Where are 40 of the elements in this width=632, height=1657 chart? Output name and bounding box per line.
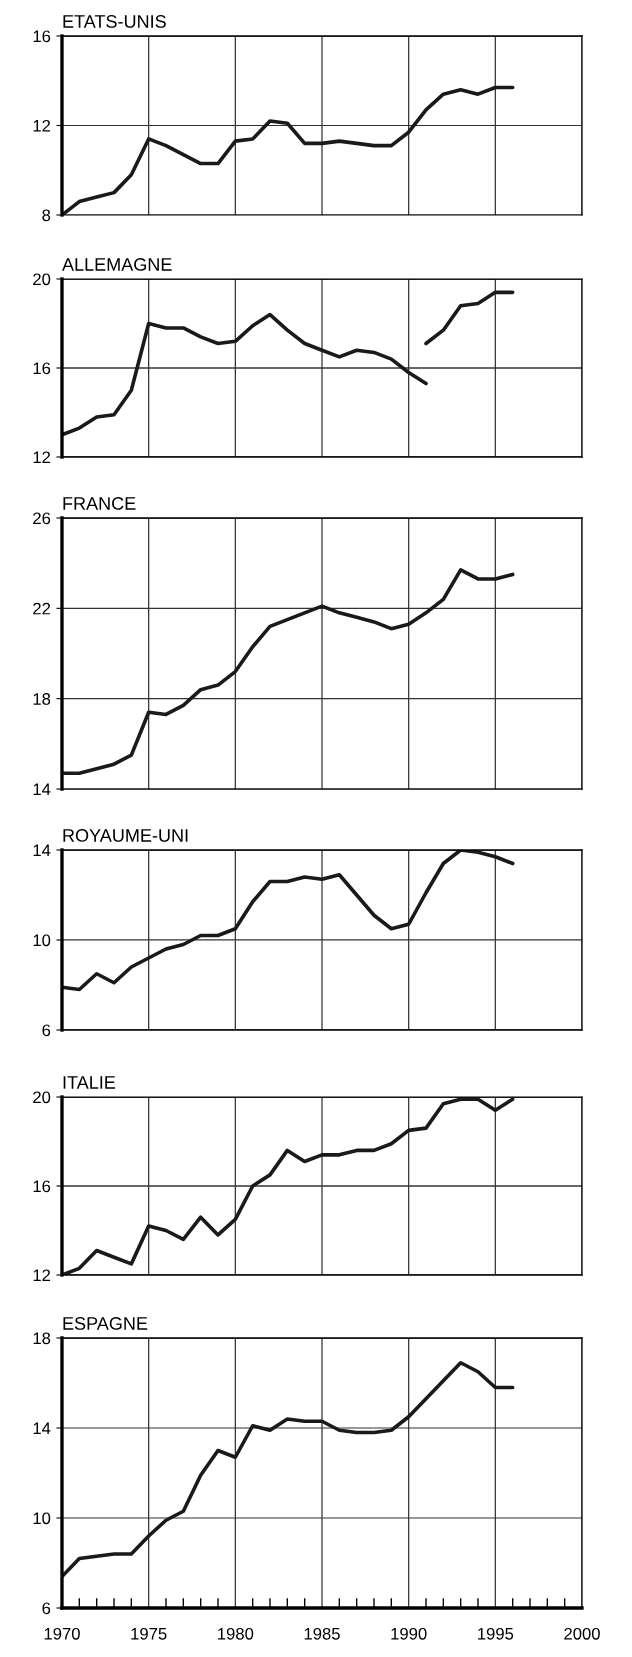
y-tick-label: 16 (33, 1180, 51, 1193)
chart-title: ALLEMAGNE (62, 258, 172, 271)
x-tick-label: 1985 (304, 1627, 340, 1640)
y-tick-label: 6 (42, 1602, 51, 1615)
y-tick-label: 6 (42, 1024, 51, 1037)
line-series (424, 290, 515, 346)
y-tick-label: 14 (33, 783, 51, 796)
line-series (62, 850, 515, 992)
x-tick-label: 1990 (391, 1627, 427, 1640)
y-tick-label: 22 (33, 602, 51, 615)
y-tick-label: 16 (33, 30, 51, 43)
line-series (62, 1097, 515, 1275)
y-tick-label: 20 (33, 273, 51, 286)
x-tick-label: 1970 (44, 1627, 80, 1640)
y-tick-label: 10 (33, 1512, 51, 1525)
y-tick-label: 14 (33, 844, 51, 857)
line-series (62, 85, 515, 215)
chart-title: FRANCE (63, 497, 136, 510)
chart-title: ITALIE (63, 1076, 116, 1089)
y-tick-label: 12 (33, 1269, 51, 1282)
line-series (62, 1360, 515, 1579)
chart-title: ETATS-UNIS (63, 15, 166, 28)
y-tick-label: 12 (33, 119, 51, 132)
y-tick-label: 20 (33, 1091, 51, 1104)
y-tick-label: 18 (33, 693, 51, 705)
line-series (62, 568, 515, 775)
x-tick-label: 2000 (564, 1627, 600, 1640)
y-tick-label: 14 (33, 1422, 51, 1435)
x-tick-label: 1980 (218, 1627, 254, 1640)
y-tick-label: 8 (42, 209, 51, 222)
y-tick-label: 12 (33, 451, 51, 464)
line-series (62, 312, 428, 437)
x-tick-label: 1975 (131, 1627, 167, 1640)
y-tick-label: 16 (33, 362, 51, 375)
y-tick-label: 10 (33, 934, 51, 947)
y-tick-label: 18 (33, 1332, 51, 1345)
y-tick-label: 26 (33, 512, 51, 525)
x-tick-label: 1995 (478, 1627, 514, 1640)
chart-title: ROYAUME-UNI (63, 829, 188, 842)
chart-title: ESPAGNE (63, 1317, 148, 1330)
